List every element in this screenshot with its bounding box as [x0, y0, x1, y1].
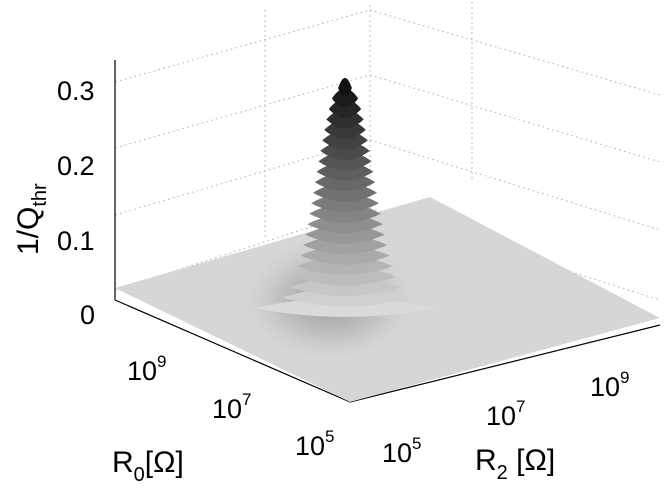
z-axis-label: 1/Qthr [12, 183, 51, 255]
z-tick-0: 0 [80, 300, 95, 330]
r0-tick-2: 105 [295, 427, 335, 461]
z-tick-2: 0.2 [57, 151, 95, 181]
r0-tick-0: 109 [127, 352, 167, 386]
r2-tick-0: 105 [382, 434, 422, 468]
r0-axis-label: R0[Ω] [112, 446, 184, 486]
r2-axis-label: R2 [Ω] [475, 444, 555, 484]
z-tick-3: 0.3 [57, 76, 95, 106]
z-tick-1: 0.1 [57, 226, 95, 256]
r2-tick-1: 107 [486, 397, 526, 431]
r0-tick-1: 107 [212, 390, 252, 424]
r2-tick-2: 109 [590, 368, 630, 402]
z-tick-labels: 0 0.1 0.2 0.3 [57, 76, 95, 330]
